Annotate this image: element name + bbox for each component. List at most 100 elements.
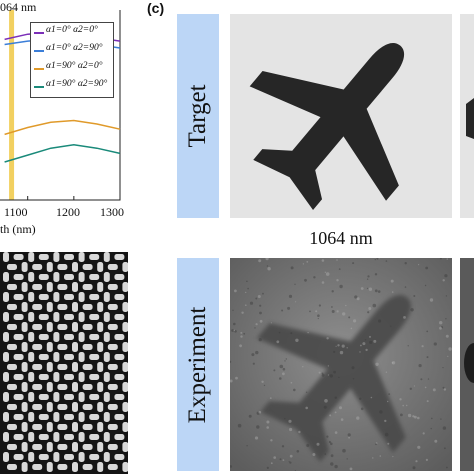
speckle-dot (255, 297, 258, 300)
speckle-dot (258, 259, 262, 263)
nanopillar (97, 282, 104, 292)
nanopillar (114, 374, 125, 380)
nanopillar (57, 444, 68, 450)
nanopillar (53, 432, 60, 442)
speckle-dot (362, 342, 366, 346)
nanopillar (13, 274, 24, 280)
speckle-dot (360, 287, 364, 290)
speckle-dot (341, 344, 345, 348)
speckle-dot (442, 279, 445, 282)
speckle-dot (313, 276, 316, 279)
nanopillar (82, 264, 93, 270)
speckle-dot (278, 331, 281, 334)
nanopillar (82, 464, 93, 470)
speckle-dot (379, 410, 383, 414)
speckle-dot (390, 279, 394, 283)
speckle-dot (290, 332, 293, 335)
speckle-dot (359, 351, 361, 353)
speckle-dot (328, 440, 331, 444)
speckle-dot (352, 378, 355, 380)
nanopillar (107, 444, 118, 450)
nanopillar (57, 264, 68, 270)
speckle-dot (309, 310, 311, 313)
nanopillar (107, 304, 118, 310)
speckle-dot (360, 407, 364, 411)
nanopillar (72, 462, 78, 472)
nanopillar (57, 384, 68, 390)
nanopillar (32, 304, 43, 310)
nanopillar (13, 434, 24, 440)
speckle-dot (374, 273, 378, 276)
nanopillar (46, 362, 53, 372)
nanopillar (72, 402, 78, 412)
speckle-dot (403, 316, 406, 319)
speckle-dot (412, 466, 416, 470)
speckle-dot (448, 347, 452, 351)
speckle-dot (348, 436, 350, 439)
speckle-dot (422, 432, 425, 435)
speckle-dot (413, 385, 415, 387)
nanopillar (107, 424, 118, 430)
speckle-dot (426, 330, 429, 333)
nanopillar (28, 372, 35, 382)
experimental-airplane-image (230, 258, 452, 471)
speckle-dot (329, 414, 332, 417)
speckle-dot (263, 384, 266, 387)
nanopillar (53, 272, 60, 282)
target-image (230, 14, 452, 218)
speckle-dot (234, 330, 237, 333)
nanopillar (46, 282, 53, 292)
nanopillar (103, 272, 110, 282)
nanopillar (78, 272, 85, 282)
nanopillar (103, 452, 110, 462)
speckle-dot (234, 289, 237, 293)
speckle-dot (429, 298, 434, 302)
nanopillar (89, 274, 100, 280)
speckle-dot (245, 304, 247, 306)
speckle-dot (338, 376, 340, 379)
nanopillar (53, 372, 60, 382)
nanopillar (46, 462, 53, 472)
nanopillar (3, 392, 9, 402)
nanopillar (7, 304, 17, 310)
nanopillar (72, 262, 78, 272)
nanopillar (64, 354, 74, 360)
speckle-dot (417, 416, 420, 420)
nanopillar (122, 442, 128, 452)
speckle-dot (305, 391, 308, 393)
nanopillar (38, 314, 49, 320)
speckle-dot (439, 326, 442, 330)
nanopillar (28, 332, 35, 342)
speckle-dot (385, 371, 388, 373)
nanopillar (32, 344, 43, 350)
speckle-dot (365, 348, 368, 352)
legend-label: α1=90° α2=0° (46, 61, 103, 71)
nanopillar (97, 462, 104, 472)
speckle-dot (356, 297, 360, 301)
nanopillar (107, 404, 118, 410)
speckle-dot (327, 365, 330, 367)
speckle-dot (294, 470, 296, 471)
nanopillar (28, 292, 35, 302)
nanopillar (7, 324, 17, 330)
speckle-dot (374, 289, 378, 293)
speckle-dot (290, 266, 294, 270)
nanopillar (46, 442, 53, 452)
nanopillar (46, 422, 53, 432)
speckle-dot (230, 379, 233, 383)
nanopillar (53, 252, 60, 262)
series-line (4, 119, 121, 136)
nanopillar (46, 322, 53, 332)
speckle-dot (266, 466, 269, 469)
speckle-dot (432, 388, 436, 392)
speckle-dot (348, 316, 351, 319)
speckle-dot (350, 327, 353, 330)
nanopillar (13, 354, 24, 360)
speckle-dot (351, 366, 355, 370)
nanopillar (78, 252, 85, 262)
speckle-dot (295, 338, 299, 342)
speckle-dot (284, 418, 286, 420)
speckle-dot (390, 325, 392, 327)
nanopillar (103, 292, 110, 302)
nanopillar (57, 404, 68, 410)
